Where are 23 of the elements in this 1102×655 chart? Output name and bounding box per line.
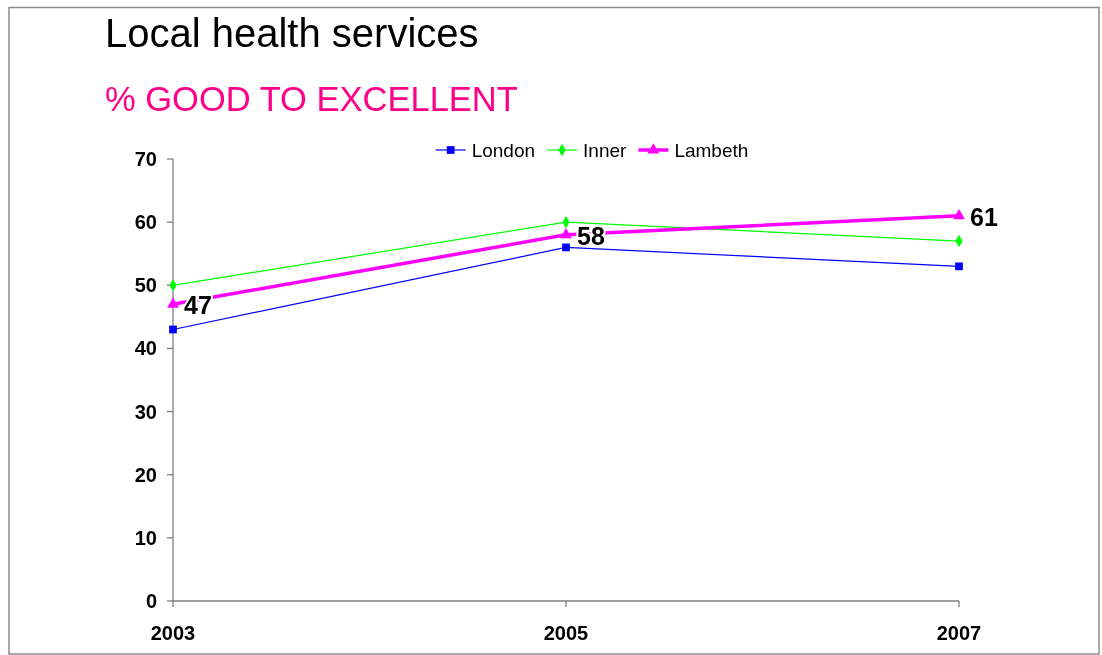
legend-label: London (471, 140, 536, 161)
x-tick-label: 2007 (936, 622, 982, 644)
point (955, 262, 963, 271)
y-tick-label: 70 (134, 148, 157, 170)
y-tick-label: 0 (145, 590, 157, 612)
point (953, 209, 965, 220)
y-tick-label: 60 (134, 211, 157, 234)
y-tick-label: 10 (134, 526, 157, 549)
chart-title: Local health services (105, 11, 479, 55)
point (560, 227, 572, 239)
point (562, 243, 570, 252)
y-tick-label: 40 (134, 337, 157, 360)
y-tick-label: 30 (134, 400, 157, 423)
data-label: 61 (970, 202, 998, 231)
y-tick-label: 50 (134, 274, 157, 297)
y-tick-label: 20 (134, 463, 157, 486)
x-tick-label: 2005 (543, 622, 589, 644)
x-tick-label: 2003 (150, 622, 196, 644)
point (169, 325, 177, 334)
chart-subtitle: % GOOD TO EXCELLENT (105, 80, 518, 118)
point (167, 297, 179, 308)
legend-label: Inner (583, 140, 628, 161)
legend-label: Lambeth (674, 140, 749, 161)
